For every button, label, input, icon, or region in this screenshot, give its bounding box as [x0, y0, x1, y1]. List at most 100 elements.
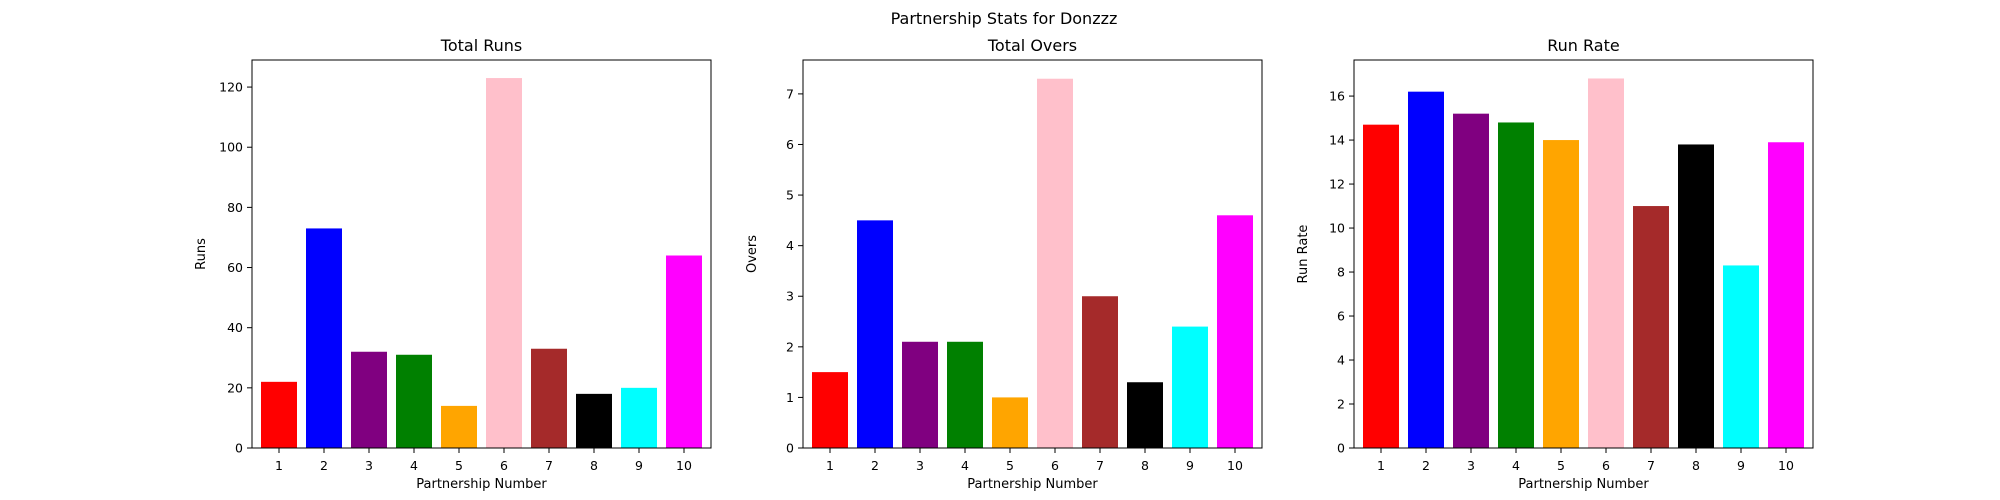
run-rate-xtick-label-9: 9 [1737, 458, 1745, 473]
total-runs-xlabel: Partnership Number [416, 477, 547, 492]
total-runs-ytick-label-4: 80 [227, 200, 243, 215]
run-rate-bar-8 [1678, 144, 1714, 448]
run-rate-xtick-label-10: 10 [1778, 458, 1794, 473]
run-rate-ytick-label-1: 2 [1337, 397, 1345, 412]
total-overs-xtick-label-6: 6 [1051, 458, 1059, 473]
run-rate-title: Run Rate [1547, 36, 1619, 55]
run-rate-bar-1 [1363, 124, 1399, 449]
total-overs-bar-7 [1082, 296, 1118, 448]
total-overs-xtick-label-3: 3 [916, 458, 924, 473]
run-rate-bar-9 [1723, 265, 1759, 448]
total-runs-axes-frame [251, 59, 712, 449]
run-rate-bar-5 [1543, 140, 1579, 448]
total-overs-bar-9 [1172, 326, 1208, 448]
total-overs-panel: 1 2 3 4 5 6 7 8 9 10 0 1 2 3 4 5 6 7 Total Overs Partnershi… [745, 36, 1263, 492]
total-runs-bar-3 [351, 351, 387, 448]
run-rate-bar-6 [1588, 78, 1624, 448]
run-rate-ytick-label-3: 6 [1337, 309, 1345, 324]
run-rate-bar-2 [1408, 91, 1444, 449]
run-rate-xtick-label-3: 3 [1467, 458, 1475, 473]
total-runs-xtick-label-1: 1 [275, 458, 283, 473]
total-runs-xtick-label-8: 8 [590, 458, 598, 473]
total-overs-bar-2 [857, 220, 893, 448]
total-overs-xtick-label-4: 4 [961, 458, 969, 473]
total-runs-bar-8 [576, 393, 612, 448]
total-overs-ytick-label-4: 4 [786, 238, 794, 253]
total-overs-title: Total Overs [987, 36, 1077, 55]
run-rate-ytick-label-2: 4 [1337, 353, 1345, 368]
total-runs-bar-5 [441, 405, 477, 448]
total-overs-ytick-label-6: 6 [786, 137, 794, 152]
total-runs-ytick-label-3: 60 [227, 260, 243, 275]
total-overs-xtick-label-1: 1 [826, 458, 834, 473]
run-rate-bar-3 [1453, 113, 1489, 449]
total-overs-bar-8 [1127, 382, 1163, 448]
run-rate-xtick-label-4: 4 [1512, 458, 1520, 473]
total-overs-xtick-label-5: 5 [1006, 458, 1014, 473]
total-overs-bar-10 [1217, 215, 1253, 448]
total-overs-bar-3 [902, 341, 938, 448]
run-rate-ytick-label-4: 8 [1337, 265, 1345, 280]
total-runs-ytick-label-0: 0 [235, 441, 243, 456]
run-rate-axes-frame [1353, 59, 1814, 449]
run-rate-bar-10 [1768, 142, 1804, 448]
total-runs-xtick-label-5: 5 [455, 458, 463, 473]
total-overs-bar-6 [1037, 78, 1073, 448]
total-runs-xtick-label-2: 2 [320, 458, 328, 473]
total-overs-ytick-label-2: 2 [786, 339, 794, 354]
total-runs-bar-10 [666, 255, 702, 448]
figure-title: Partnership Stats for Donzzz [891, 9, 1118, 28]
run-rate-bar-4 [1498, 122, 1534, 448]
total-overs-xtick-label-7: 7 [1096, 458, 1104, 473]
total-overs-ytick-label-0: 0 [786, 441, 794, 456]
total-runs-xtick-label-10: 10 [676, 458, 692, 473]
total-runs-xtick-label-6: 6 [500, 458, 508, 473]
total-overs-ytick-label-3: 3 [786, 289, 794, 304]
run-rate-ytick-label-5: 10 [1329, 221, 1345, 236]
run-rate-xtick-label-2: 2 [1422, 458, 1430, 473]
total-runs-ylabel: Runs [194, 238, 209, 270]
total-overs-xtick-label-10: 10 [1227, 458, 1243, 473]
total-runs-ytick-label-6: 120 [219, 80, 243, 95]
total-runs-bar-9 [621, 387, 657, 448]
total-runs-bar-2 [306, 228, 342, 448]
run-rate-xlabel: Partnership Number [1518, 477, 1649, 492]
total-overs-ytick-label-5: 5 [786, 188, 794, 203]
run-rate-xtick-label-5: 5 [1557, 458, 1565, 473]
total-overs-ytick-label-1: 1 [786, 390, 794, 405]
total-runs-xtick-label-9: 9 [635, 458, 643, 473]
total-runs-xtick-label-3: 3 [365, 458, 373, 473]
total-runs-title: Total Runs [440, 36, 522, 55]
run-rate-xtick-label-7: 7 [1647, 458, 1655, 473]
run-rate-ytick-label-6: 12 [1329, 177, 1345, 192]
total-overs-axes-frame [802, 59, 1263, 449]
total-overs-ytick-label-7: 7 [786, 86, 794, 101]
run-rate-ytick-label-8: 16 [1329, 89, 1345, 104]
total-runs-bar-6 [486, 78, 522, 449]
total-overs-ylabel: Overs [745, 235, 760, 273]
total-runs-xtick-label-7: 7 [545, 458, 553, 473]
total-overs-bar-1 [812, 372, 848, 448]
total-runs-ytick-label-1: 20 [227, 380, 243, 395]
total-runs-xtick-label-4: 4 [410, 458, 418, 473]
run-rate-xtick-label-8: 8 [1692, 458, 1700, 473]
total-runs-bar-4 [396, 354, 432, 448]
total-runs-ytick-label-5: 100 [219, 140, 243, 155]
run-rate-xtick-label-1: 1 [1377, 458, 1385, 473]
run-rate-ylabel: Run Rate [1296, 225, 1311, 284]
total-overs-bar-4 [947, 341, 983, 448]
total-overs-xtick-label-8: 8 [1141, 458, 1149, 473]
total-overs-xlabel: Partnership Number [967, 477, 1098, 492]
total-overs-bar-5 [992, 397, 1028, 448]
total-runs-ytick-label-2: 40 [227, 320, 243, 335]
run-rate-xtick-label-6: 6 [1602, 458, 1610, 473]
total-runs-bar-7 [531, 348, 567, 448]
run-rate-ytick-label-0: 0 [1337, 441, 1345, 456]
total-overs-xtick-label-2: 2 [871, 458, 879, 473]
total-overs-xtick-label-9: 9 [1186, 458, 1194, 473]
run-rate-bar-7 [1633, 206, 1669, 448]
